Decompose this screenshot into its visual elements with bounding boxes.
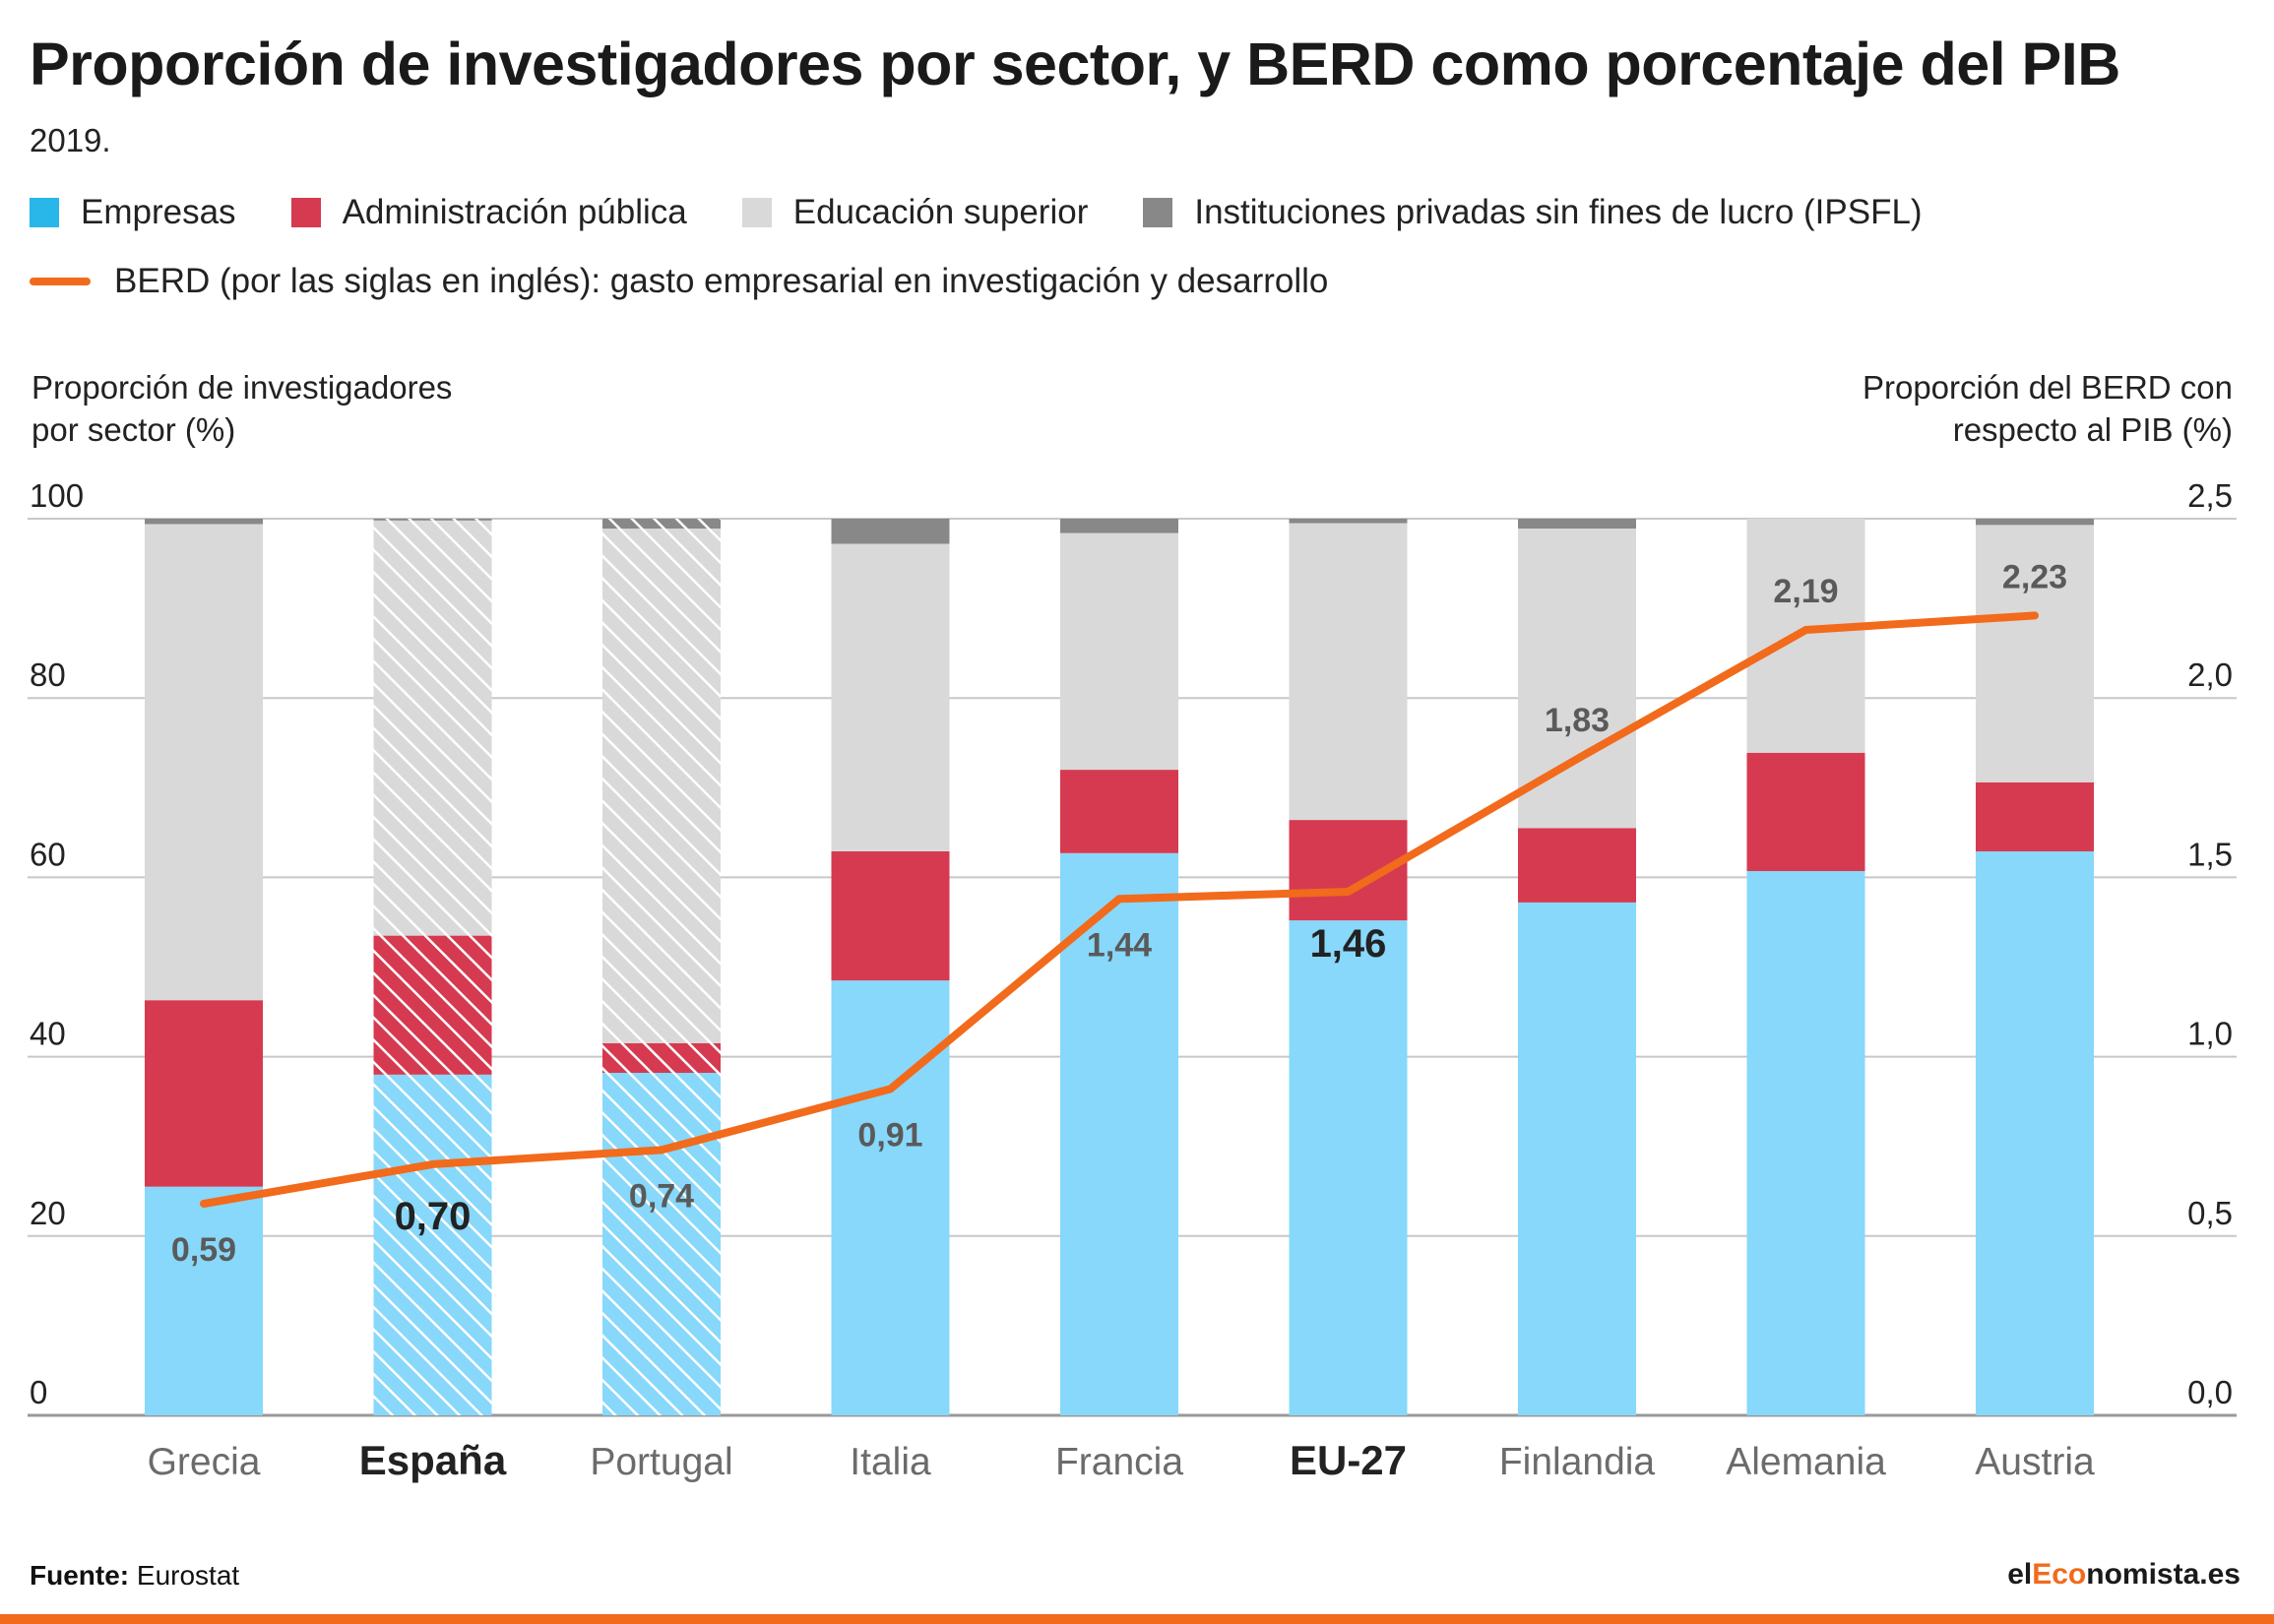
bar-segment [831, 980, 950, 1415]
y2-tick-label: 2,5 [2187, 477, 2233, 514]
right-axis-title: Proporción del BERD con respecto al PIB … [1863, 366, 2233, 451]
right-axis-title-line1: Proporción del BERD con [1862, 369, 2233, 406]
x-category-label: Finlandia [1499, 1441, 1656, 1483]
x-category-label: Portugal [590, 1441, 732, 1483]
y2-tick-label: 1,5 [2187, 836, 2233, 872]
bar-segment [1518, 828, 1636, 903]
source-value: Eurostat [136, 1560, 240, 1591]
y2-tick-label: 2,0 [2187, 656, 2233, 693]
bar-segment [1518, 519, 1636, 530]
bar-hatch [373, 935, 492, 1075]
bar-segment [145, 1000, 263, 1187]
legend: Empresas Administración pública Educació… [30, 193, 1978, 232]
left-axis-title: Proporción de investigadores por sector … [32, 366, 452, 451]
chart-title: Proporción de investigadores por sector,… [30, 31, 2120, 97]
bar-segment [1746, 752, 1865, 872]
bar-segment [831, 543, 950, 851]
bar-segment [1289, 920, 1408, 1415]
bar-segment [1518, 902, 1636, 1415]
legend-swatch-empresas [30, 198, 59, 227]
brand-logo[interactable]: elEconomista.es [2007, 1558, 2241, 1592]
y-tick-label: 60 [30, 836, 66, 872]
y2-tick-label: 0,5 [2187, 1195, 2233, 1231]
legend-swatch-berd [30, 278, 91, 285]
bar-segment [1976, 850, 2094, 1415]
berd-data-label: 2,23 [2002, 558, 2067, 595]
legend-item-empresas: Empresas [30, 193, 236, 232]
bar-segment [1976, 519, 2094, 526]
legend-swatch-ipsfl [1143, 198, 1173, 227]
y-tick-label: 80 [30, 656, 66, 693]
source-label: Fuente: [30, 1560, 130, 1591]
berd-data-label: 2,19 [1773, 573, 1838, 610]
x-category-label: Italia [850, 1441, 931, 1483]
x-category-label: Austria [1975, 1441, 2095, 1483]
berd-data-label: 0,59 [171, 1231, 236, 1269]
y2-tick-label: 0,0 [2187, 1374, 2233, 1410]
x-category-label: EU-27 [1290, 1437, 1407, 1483]
y-tick-label: 100 [30, 477, 84, 514]
bar-segment [145, 1186, 263, 1415]
right-axis-title-line2: respecto al PIB (%) [1952, 411, 2233, 448]
legend-label-empresas: Empresas [81, 193, 236, 231]
bar-segment [1976, 781, 2094, 851]
bar-segment [1060, 852, 1178, 1415]
bar-hatch [373, 519, 492, 521]
bar-hatch [602, 519, 721, 530]
bar-hatch [602, 1072, 721, 1415]
legend-item-educacion: Educación superior [741, 193, 1089, 232]
bar-hatch [373, 1074, 492, 1415]
chart-subtitle: 2019. [30, 122, 111, 158]
berd-data-label: 0,91 [857, 1116, 922, 1154]
legend-label-berd: BERD (por las siglas en inglés): gasto e… [114, 262, 1329, 300]
bar-segment [145, 524, 263, 1001]
bar-segment [1746, 871, 1865, 1415]
legend-swatch-educacion [741, 198, 772, 227]
source-note: Fuente: Eurostat [30, 1560, 239, 1592]
legend-swatch-administracion [290, 198, 321, 227]
bar-segment [145, 519, 263, 525]
x-category-label: Grecia [148, 1441, 261, 1483]
bar-segment [1289, 519, 1408, 524]
bar-segment [1976, 525, 2094, 782]
x-category-label: Alemania [1726, 1441, 1886, 1483]
y-tick-label: 0 [30, 1374, 47, 1410]
bar-hatch [373, 520, 492, 936]
bar-segment [1060, 770, 1178, 853]
x-category-label: Francia [1055, 1441, 1183, 1483]
brand-mid: Eco [2032, 1558, 2087, 1591]
bar-hatch [602, 529, 721, 1043]
berd-data-label: 1,44 [1087, 926, 1152, 964]
left-axis-title-line2: por sector (%) [32, 411, 236, 448]
berd-line [200, 611, 2039, 1209]
legend-label-ipsfl: Instituciones privadas sin fines de lucr… [1194, 193, 1923, 231]
y-tick-label: 20 [30, 1195, 66, 1231]
brand-prefix: el [2007, 1558, 2033, 1591]
bar-segment [1060, 532, 1178, 771]
bar-segment [831, 519, 950, 544]
bar-segment [1289, 523, 1408, 821]
bar-segment [1060, 519, 1178, 533]
bottom-accent-bar [0, 1614, 2274, 1624]
berd-data-label: 1,83 [1545, 702, 1610, 739]
bar-segment [831, 850, 950, 981]
x-category-label: España [359, 1437, 507, 1483]
brand-suffix: nomista.es [2086, 1558, 2241, 1591]
legend-line: BERD (por las siglas en inglés): gasto e… [30, 262, 1328, 301]
y2-tick-label: 1,0 [2187, 1016, 2233, 1052]
legend-item-ipsfl: Instituciones privadas sin fines de lucr… [1143, 193, 1923, 232]
y-tick-label: 40 [30, 1016, 66, 1052]
left-axis-title-line1: Proporción de investigadores [32, 369, 453, 406]
legend-label-administracion: Administración pública [342, 193, 687, 231]
bar-segment [1746, 519, 1865, 753]
berd-data-label: 1,46 [1310, 922, 1387, 966]
berd-data-label: 0,70 [395, 1195, 472, 1238]
bar-hatch [602, 1042, 721, 1073]
legend-label-educacion: Educación superior [792, 193, 1089, 231]
legend-item-administracion: Administración pública [290, 193, 687, 232]
berd-data-label: 0,74 [629, 1177, 694, 1215]
